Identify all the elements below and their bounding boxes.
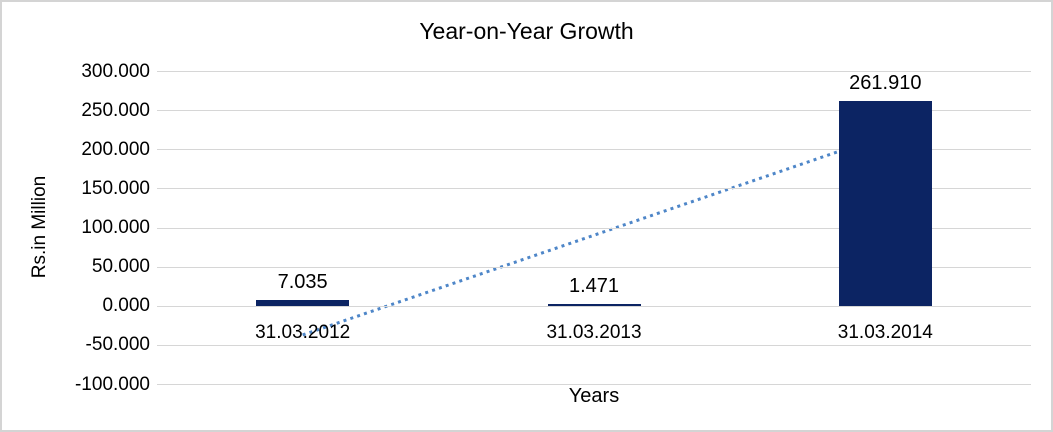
gridline [157,188,1031,190]
y-axis-tick-label: -50.000 [85,334,150,356]
chart-title: Year-on-Year Growth [419,18,634,44]
y-axis-tick-label: 200.000 [81,138,150,160]
y-axis-tick-label: -100.000 [74,373,150,395]
x-axis-tick-label: 31.03.2013 [546,321,642,343]
gridline [157,384,1031,385]
x-axis-tick-label: 31.03.2014 [837,321,933,343]
gridline [157,71,1031,72]
y-axis-tick-label: 250.000 [81,99,150,121]
gridline [157,149,1031,151]
y-axis-title: Rs.in Million [29,175,50,279]
gridline [157,227,1031,229]
gridline [157,266,1031,268]
gridline [157,305,1031,307]
bar-31.03.2014 [838,100,932,306]
x-axis-tick-label: 31.03.2012 [255,321,351,343]
data-label: 7.035 [277,271,328,294]
bar-31.03.2012 [256,300,350,306]
gridline [157,344,1031,346]
y-axis-tick-label: 300.000 [81,60,150,82]
bar-31.03.2013 [547,303,641,306]
y-axis-tick-label: 0.000 [102,295,150,317]
gridline [157,110,1031,112]
data-label: 1.471 [568,274,620,297]
y-axis-tick-label: 150.000 [81,177,150,199]
y-axis-tick-label: 50.000 [91,256,150,278]
data-label: 261.910 [849,71,922,94]
x-axis-title: Years [568,385,620,407]
y-axis-tick-label: 100.000 [81,217,150,238]
